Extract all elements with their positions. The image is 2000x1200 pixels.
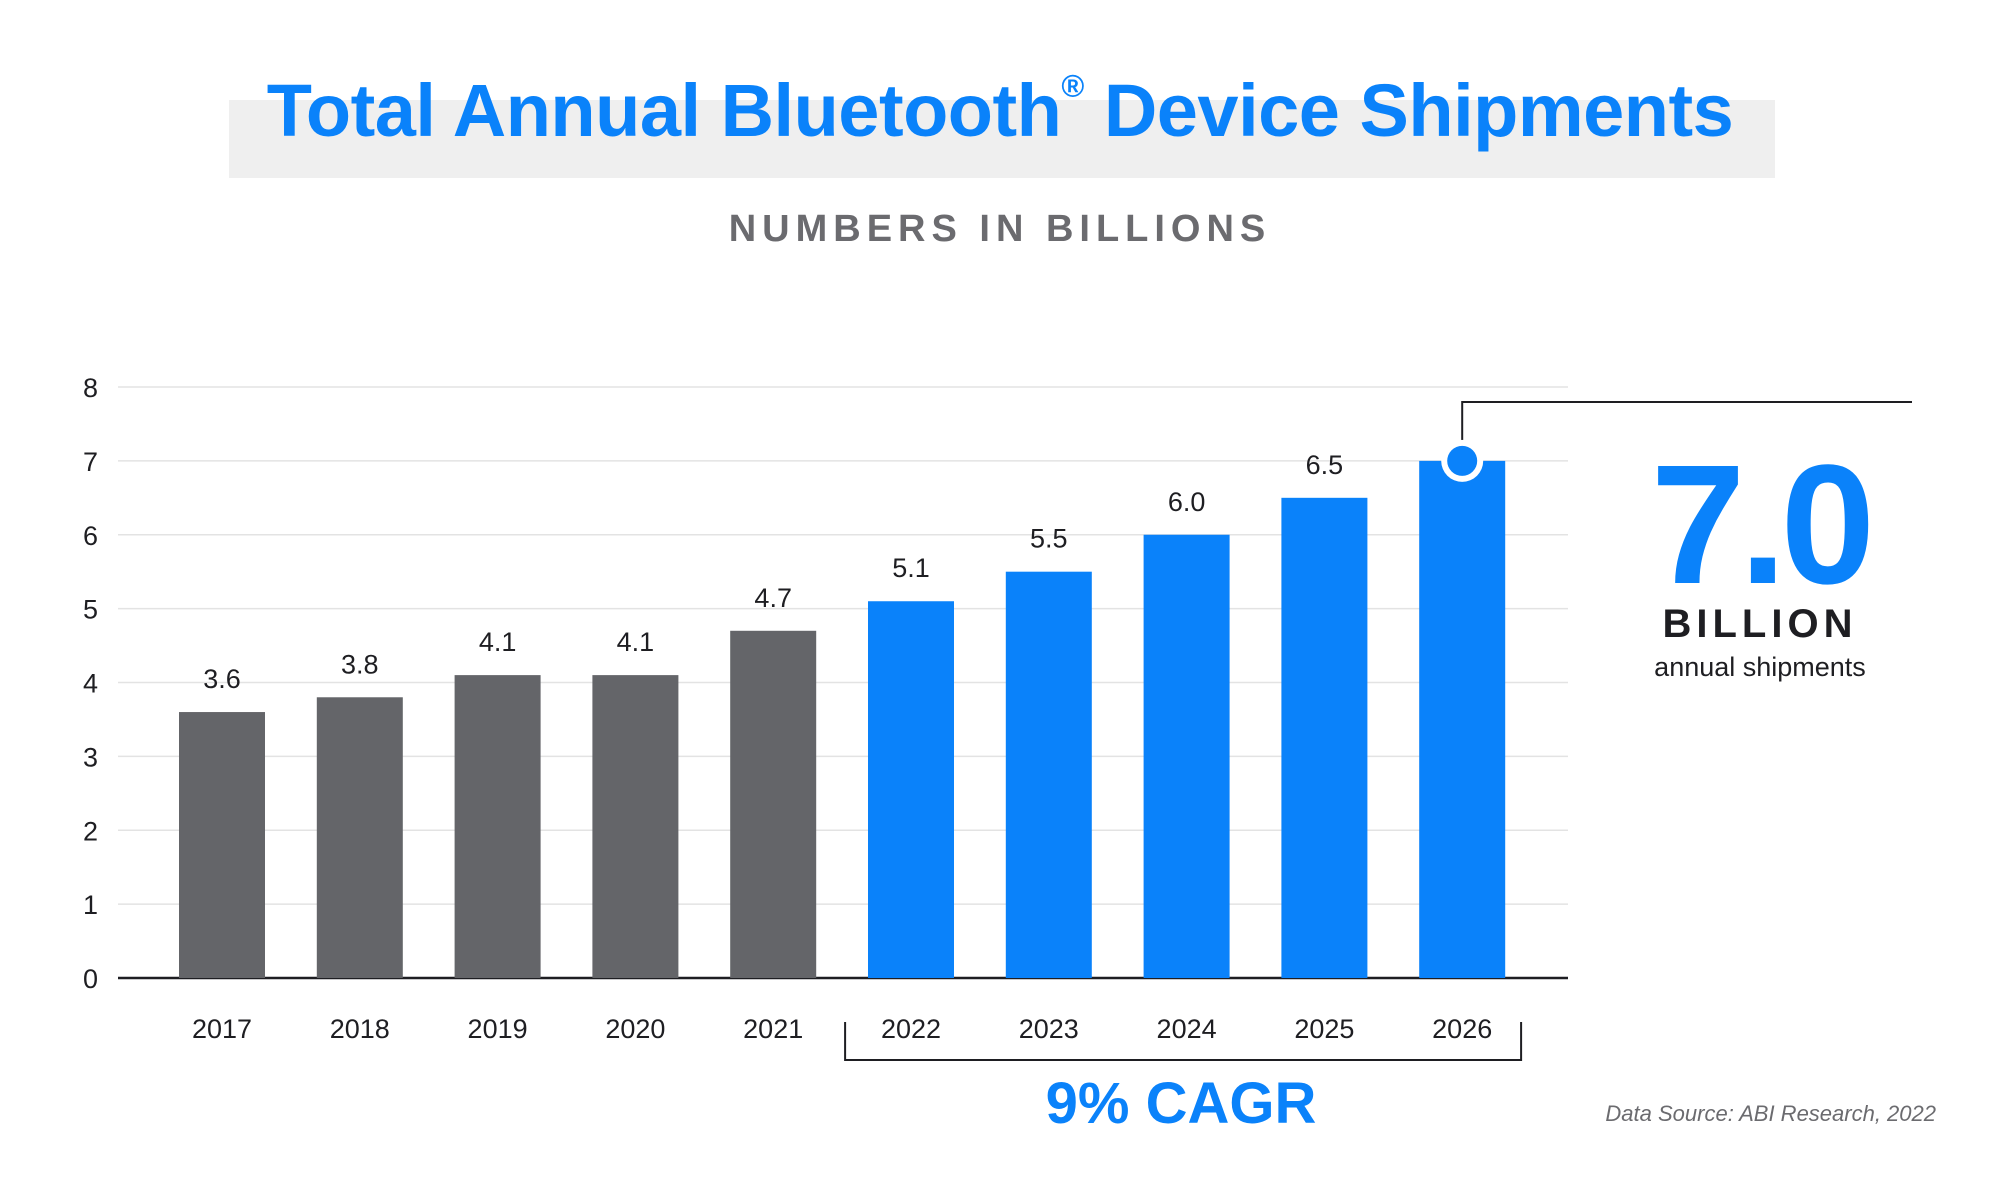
title-band <box>229 100 1775 178</box>
x-tick-label: 2021 <box>743 1014 803 1044</box>
callout-value: 7.0 <box>1650 430 1875 620</box>
bar <box>1281 497 1368 978</box>
data-labels: 3.6 3.8 4.1 4.1 4.7 5.1 5.5 6.0 6.5 <box>203 450 1343 694</box>
bars <box>179 460 1506 978</box>
y-tick-label: 0 <box>83 964 98 994</box>
y-tick-label: 7 <box>83 447 98 477</box>
bar <box>1005 571 1092 978</box>
x-tick-label: 2018 <box>330 1014 390 1044</box>
y-tick-label: 1 <box>83 890 98 920</box>
data-label: 6.0 <box>1168 487 1206 517</box>
y-tick-label: 6 <box>83 521 98 551</box>
data-label: 3.8 <box>341 649 379 679</box>
data-label: 4.1 <box>617 627 655 657</box>
bar <box>1419 460 1506 978</box>
x-tick-label: 2025 <box>1294 1014 1354 1044</box>
callout-unit: BILLION <box>1662 602 1858 646</box>
data-source: Data Source: ABI Research, 2022 <box>1605 1101 1936 1126</box>
y-tick-label: 5 <box>83 595 98 625</box>
y-axis-ticks: 0 1 2 3 4 5 6 7 8 <box>83 373 98 994</box>
x-tick-label: 2017 <box>192 1014 252 1044</box>
data-label: 5.1 <box>892 553 930 583</box>
chart-title-text: Total Annual Bluetooth <box>266 69 1062 152</box>
y-tick-label: 2 <box>83 816 98 846</box>
y-tick-label: 3 <box>83 742 98 772</box>
chart-subtitle: NUMBERS IN BILLIONS <box>728 208 1272 250</box>
chart-title: Total Annual Bluetooth® Device Shipments <box>0 68 2000 153</box>
x-tick-label: 2022 <box>881 1014 941 1044</box>
bar <box>868 601 954 978</box>
callout-marker-dot <box>1447 445 1478 476</box>
data-label: 4.7 <box>754 583 792 613</box>
data-label: 3.6 <box>203 664 241 694</box>
x-tick-label: 2023 <box>1019 1014 1079 1044</box>
x-tick-label: 2019 <box>468 1014 528 1044</box>
cagr-bracket <box>844 1022 1523 1061</box>
data-label: 5.5 <box>1030 524 1068 554</box>
bar <box>592 675 679 978</box>
bar <box>179 712 265 978</box>
bar <box>1143 534 1230 978</box>
x-tick-label: 2024 <box>1157 1014 1217 1044</box>
bar <box>730 630 817 978</box>
y-tick-label: 8 <box>83 373 98 403</box>
bar <box>316 697 403 978</box>
registered-mark: ® <box>1061 69 1084 105</box>
bar <box>454 675 541 978</box>
y-tick-label: 4 <box>83 669 98 699</box>
x-axis-ticks: 2017 2018 2019 2020 2021 2022 2023 2024 2025 2026 <box>192 1014 1523 1061</box>
callout-connector <box>1441 401 1912 482</box>
callout-description: annual shipments <box>1654 652 1866 682</box>
data-label: 4.1 <box>479 627 517 657</box>
cagr-label: 9% CAGR <box>1045 1071 1317 1136</box>
data-label: 6.5 <box>1306 450 1344 480</box>
chart-title-suffix: Device Shipments <box>1083 69 1734 152</box>
x-tick-label: 2020 <box>605 1014 665 1044</box>
x-tick-label: 2026 <box>1432 1014 1492 1044</box>
